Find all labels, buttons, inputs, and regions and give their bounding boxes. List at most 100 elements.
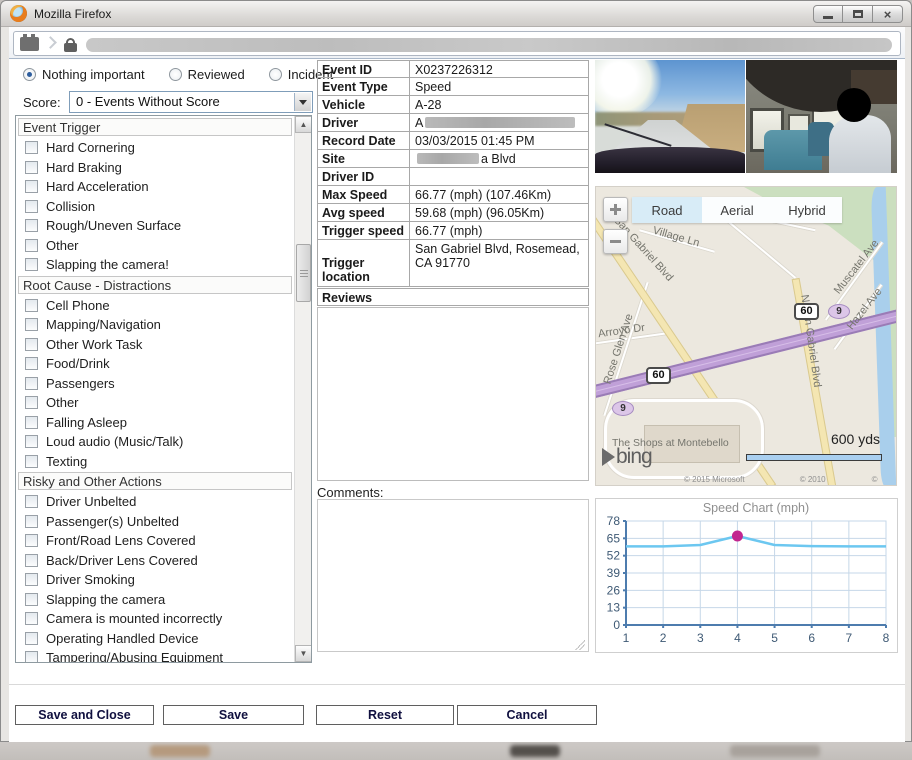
- checkbox-item-texting[interactable]: Texting: [18, 452, 292, 472]
- scroll-up-icon[interactable]: ▲: [295, 116, 311, 133]
- checkbox-item-back-driver-lens-covered[interactable]: Back/Driver Lens Covered: [18, 551, 292, 571]
- checkbox-item-mapping-navigation[interactable]: Mapping/Navigation: [18, 315, 292, 335]
- maximize-button[interactable]: [843, 5, 873, 23]
- checkbox-item-hard-cornering[interactable]: Hard Cornering: [18, 138, 292, 158]
- minimize-button[interactable]: [813, 5, 843, 23]
- checkbox-icon[interactable]: [25, 258, 38, 272]
- checkbox-icon[interactable]: [25, 238, 38, 252]
- checkbox-icon[interactable]: [25, 435, 38, 449]
- checkbox-icon[interactable]: [25, 199, 38, 213]
- road-camera-image: [595, 60, 745, 173]
- list-section-header: Root Cause - Distractions: [18, 275, 292, 294]
- checkbox-icon[interactable]: [25, 298, 38, 312]
- radio-label: Nothing important: [42, 67, 145, 82]
- checkbox-icon[interactable]: [25, 357, 38, 371]
- chevron-right-icon: [44, 36, 57, 49]
- checkbox-icon[interactable]: [25, 141, 38, 155]
- save-and-close-button[interactable]: Save and Close: [15, 705, 154, 725]
- score-select[interactable]: 0 - Events Without Score: [69, 91, 313, 113]
- radio-reviewed[interactable]: Reviewed: [168, 67, 245, 82]
- checkbox-icon[interactable]: [25, 415, 38, 429]
- checkbox-item-rough-uneven-surface[interactable]: Rough/Uneven Surface: [18, 216, 292, 236]
- scroll-down-icon[interactable]: ▼: [295, 645, 311, 662]
- reset-button[interactable]: Reset: [316, 705, 454, 725]
- close-button[interactable]: ×: [873, 5, 903, 23]
- bing-logo[interactable]: bing: [602, 445, 653, 469]
- checkbox-icon[interactable]: [25, 514, 38, 528]
- checkbox-item-collision[interactable]: Collision: [18, 197, 292, 217]
- dropdown-arrow-icon[interactable]: [294, 93, 311, 111]
- checkbox-icon[interactable]: [25, 495, 38, 509]
- radio-nothing-important[interactable]: Nothing important: [23, 67, 145, 82]
- firefox-icon: [10, 5, 27, 22]
- checkbox-icon[interactable]: [25, 573, 38, 587]
- checkbox-item-hard-braking[interactable]: Hard Braking: [18, 158, 292, 178]
- detail-row-event-type: Event Type Speed: [317, 78, 589, 96]
- radio-icon[interactable]: [268, 68, 282, 81]
- radio-icon[interactable]: [23, 68, 36, 81]
- checkbox-icon[interactable]: [25, 180, 38, 194]
- checkbox-icon[interactable]: [25, 337, 38, 351]
- checkbox-item-loud-audio-music-talk[interactable]: Loud audio (Music/Talk): [18, 432, 292, 452]
- map-hybrid-button[interactable]: Hybrid: [772, 197, 842, 223]
- map-aerial-button[interactable]: Aerial: [702, 197, 772, 223]
- site-identity-button[interactable]: [20, 34, 57, 52]
- minimize-icon: [823, 16, 833, 19]
- checkbox-icon[interactable]: [25, 631, 38, 645]
- checkbox-item-slapping-the-camera[interactable]: Slapping the camera!: [18, 255, 292, 275]
- radio-incident[interactable]: Incident: [268, 67, 333, 82]
- map-scale-label: 600 yds: [830, 431, 880, 447]
- checkbox-icon[interactable]: [25, 160, 38, 174]
- navigation-toolbar: [9, 27, 905, 59]
- radio-icon[interactable]: [168, 68, 182, 81]
- checkbox-icon[interactable]: [25, 592, 38, 606]
- url-bar[interactable]: [13, 31, 901, 56]
- checkbox-icon[interactable]: [25, 454, 38, 468]
- checkbox-item-food-drink[interactable]: Food/Drink: [18, 354, 292, 374]
- site-identity-icon: [20, 34, 39, 51]
- checkbox-item-falling-asleep[interactable]: Falling Asleep: [18, 413, 292, 433]
- detail-value: 66.77 (mph): [415, 224, 483, 238]
- checkbox-item-other[interactable]: Other: [18, 236, 292, 256]
- checkbox-icon[interactable]: [25, 396, 38, 410]
- checkbox-item-other[interactable]: Other: [18, 393, 292, 413]
- detail-value: San Gabriel Blvd, Rosemead, CA 91770: [415, 242, 580, 270]
- route-shield-9: 9: [612, 401, 634, 416]
- checkbox-icon[interactable]: [25, 318, 38, 332]
- score-row: Score: 0 - Events Without Score: [15, 91, 313, 113]
- checkbox-icon[interactable]: [25, 612, 38, 626]
- checkbox-icon[interactable]: [25, 553, 38, 567]
- checkbox-item-driver-unbelted[interactable]: Driver Unbelted: [18, 492, 292, 512]
- checkbox-item-tampering-abusing-equipment[interactable]: Tampering/Abusing Equipment: [18, 648, 292, 662]
- checkbox-item-passengers[interactable]: Passengers: [18, 374, 292, 394]
- checkbox-icon[interactable]: [25, 651, 38, 662]
- checkbox-label: Slapping the camera!: [46, 257, 169, 273]
- map-zoom-out-button[interactable]: [603, 229, 628, 254]
- title-bar[interactable]: Mozilla Firefox ×: [1, 1, 911, 27]
- svg-text:4: 4: [734, 631, 741, 645]
- resize-grip-icon[interactable]: [575, 640, 585, 650]
- cancel-button[interactable]: Cancel: [457, 705, 597, 725]
- list-scrollbar[interactable]: ▲ ▼: [294, 116, 311, 662]
- checkbox-item-other-work-task[interactable]: Other Work Task: [18, 335, 292, 355]
- checkbox-item-passenger-s-unbelted[interactable]: Passenger(s) Unbelted: [18, 512, 292, 532]
- bing-map[interactable]: Village Ln San Gabriel Blvd Rose Glen Ave A…: [595, 186, 897, 486]
- checkbox-item-operating-handled-device[interactable]: Operating Handled Device: [18, 629, 292, 649]
- detail-label: Event Type: [318, 78, 410, 95]
- map-road-button[interactable]: Road: [632, 197, 702, 223]
- checkbox-item-hard-acceleration[interactable]: Hard Acceleration: [18, 177, 292, 197]
- checkbox-item-camera-is-mounted-incorrectly[interactable]: Camera is mounted incorrectly: [18, 609, 292, 629]
- save-button[interactable]: Save: [163, 705, 304, 725]
- checkbox-item-front-road-lens-covered[interactable]: Front/Road Lens Covered: [18, 531, 292, 551]
- map-zoom-in-button[interactable]: [603, 197, 628, 222]
- checkbox-item-driver-smoking[interactable]: Driver Smoking: [18, 570, 292, 590]
- checkbox-item-slapping-the-camera[interactable]: Slapping the camera: [18, 590, 292, 610]
- svg-text:1: 1: [623, 631, 630, 645]
- checkbox-icon[interactable]: [25, 219, 38, 233]
- comments-textarea[interactable]: [317, 499, 589, 652]
- checkbox-item-cell-phone[interactable]: Cell Phone: [18, 296, 292, 316]
- scrollbar-thumb[interactable]: [296, 244, 311, 302]
- detail-row-max-speed: Max Speed 66.77 (mph) (107.46Km): [317, 186, 589, 204]
- checkbox-icon[interactable]: [25, 376, 38, 390]
- checkbox-icon[interactable]: [25, 534, 38, 548]
